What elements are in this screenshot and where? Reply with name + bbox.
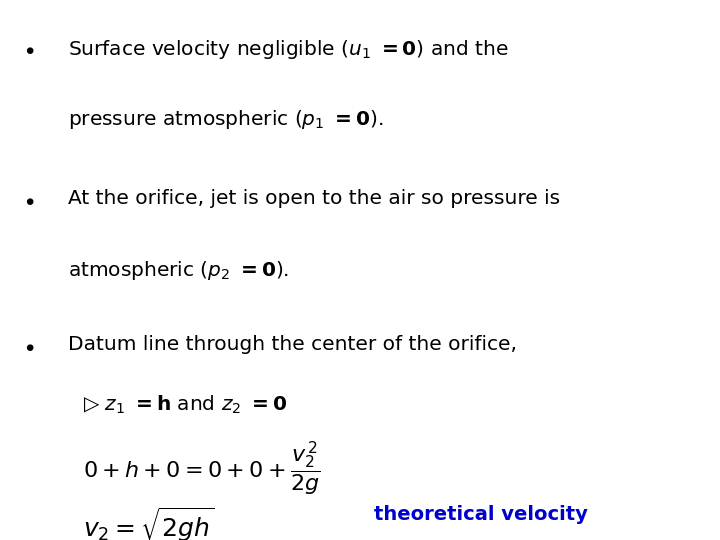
Text: $\triangleright$ $\boldsymbol{z_1}$ $\mathbf{= h}$ and $\boldsymbol{z_2}$ $\math: $\triangleright$ $\boldsymbol{z_1}$ $\ma…	[83, 394, 287, 416]
Text: $\bullet$: $\bullet$	[22, 38, 34, 61]
Text: $\bullet$: $\bullet$	[22, 335, 34, 358]
Text: atmospheric ($\boldsymbol{p_2}$ $\mathbf{= 0}$).: atmospheric ($\boldsymbol{p_2}$ $\mathbf…	[68, 259, 289, 282]
Text: Surface velocity negligible ($\boldsymbol{u_1}$ $\mathbf{= 0}$) and the: Surface velocity negligible ($\boldsymbo…	[68, 38, 509, 61]
Text: pressure atmospheric ($\boldsymbol{p_1}$ $\mathbf{= 0}$).: pressure atmospheric ($\boldsymbol{p_1}$…	[68, 108, 384, 131]
Text: $\bullet$: $\bullet$	[22, 189, 34, 212]
Text: theoretical velocity: theoretical velocity	[374, 505, 588, 524]
Text: $0+h+0=0+0+\dfrac{v_2^{\,2}}{2g}$: $0+h+0=0+0+\dfrac{v_2^{\,2}}{2g}$	[83, 440, 320, 498]
Text: $v_2 = \sqrt{2gh}$: $v_2 = \sqrt{2gh}$	[83, 505, 214, 540]
Text: At the orifice, jet is open to the air so pressure is: At the orifice, jet is open to the air s…	[68, 189, 561, 208]
Text: Datum line through the center of the orifice,: Datum line through the center of the ori…	[68, 335, 518, 354]
